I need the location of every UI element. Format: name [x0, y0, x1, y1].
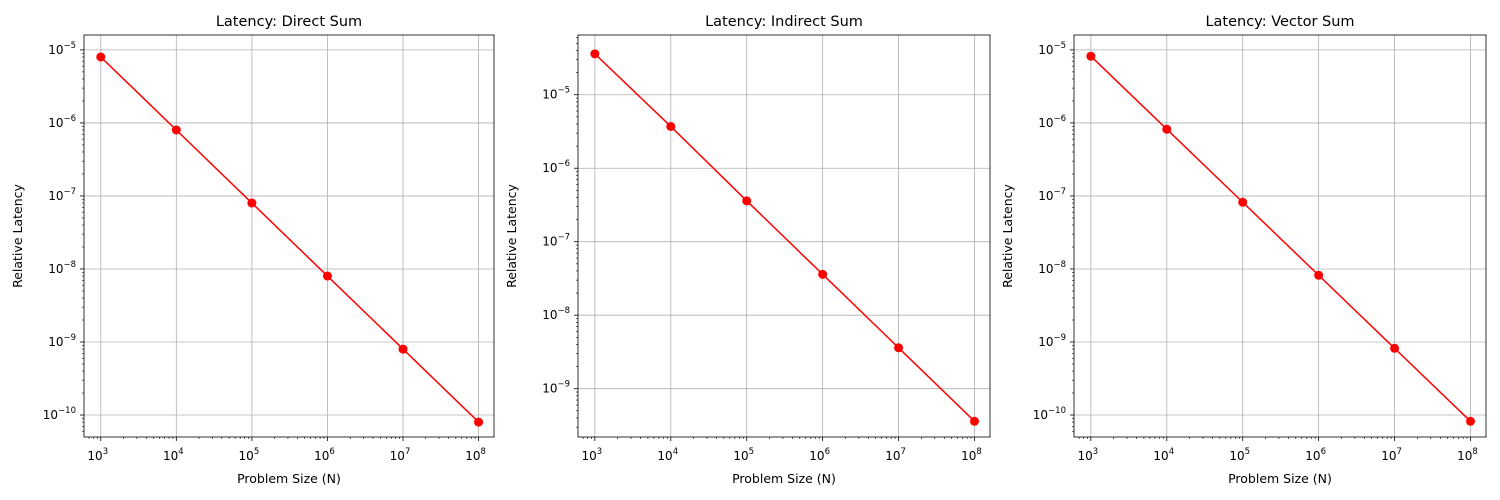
- x-axis-label: Problem Size (N): [237, 471, 341, 486]
- series-line: [1090, 55, 1472, 422]
- data-point: [666, 121, 676, 131]
- chart-title: Latency: Vector Sum: [1205, 14, 1354, 30]
- x-tick-label: 105: [1229, 447, 1250, 463]
- y-tick-label: 10−7: [1038, 187, 1066, 203]
- y-tick-label: 10−8: [48, 260, 76, 276]
- y-tick-label: 10−10: [43, 406, 76, 422]
- chart-panel-1: 103 104 105 106 107 108 10−10 10−9 10−8 10−7 10−6 1…: [10, 14, 495, 486]
- x-axis-label: Problem Size (N): [732, 471, 836, 486]
- chart-title: Latency: Indirect Sum: [705, 14, 863, 30]
- y-tick-label: 10−10: [1033, 406, 1066, 422]
- data-point: [1466, 416, 1476, 426]
- x-tick-label: 104: [1153, 447, 1174, 463]
- data-point: [1162, 124, 1172, 134]
- data-point: [1238, 197, 1248, 207]
- y-tick-label: 10−6: [48, 114, 76, 130]
- x-tick-label: 108: [961, 447, 982, 463]
- x-tick-label: 104: [163, 447, 184, 463]
- y-axis-label: Relative Latency: [1000, 184, 1015, 288]
- data-point: [1390, 343, 1400, 353]
- x-tick-label: 104: [657, 447, 678, 463]
- x-tick-label: 103: [87, 447, 108, 463]
- x-tick-label: 103: [581, 447, 602, 463]
- data-point: [894, 343, 904, 353]
- y-axis-label: Relative Latency: [10, 184, 25, 288]
- data-point: [322, 271, 332, 281]
- x-tick-label: 105: [733, 447, 754, 463]
- y-tick-label: 10−7: [48, 187, 76, 203]
- y-tick-label: 10−9: [542, 380, 570, 396]
- x-tick-label: 108: [465, 447, 486, 463]
- x-tick-label: 106: [809, 447, 830, 463]
- axes-frame: [577, 34, 991, 438]
- y-tick-label: 10−6: [1038, 114, 1066, 130]
- y-tick-label: 10−5: [542, 86, 570, 102]
- y-axis-label: Relative Latency: [504, 184, 519, 288]
- data-point: [398, 344, 408, 354]
- x-tick-label: 107: [390, 447, 411, 463]
- data-point: [247, 198, 257, 208]
- y-tick-label: 10−7: [542, 233, 570, 249]
- series-line: [100, 56, 480, 423]
- y-tick-label: 10−8: [1038, 260, 1066, 276]
- series-line: [594, 53, 976, 422]
- y-tick-label: 10−5: [48, 41, 76, 57]
- data-point: [970, 416, 980, 426]
- chart-panel-3: 103 104 105 106 107 108 10−10 10−9 10−8 10−7 10−6 1…: [1000, 14, 1487, 486]
- x-tick-label: 106: [1305, 447, 1326, 463]
- minor-ticks: [576, 37, 972, 439]
- x-tick-label: 105: [239, 447, 260, 463]
- data-point: [96, 52, 106, 62]
- chart-panel-2: 103 104 105 106 107 108 10−9 10−8 10−7 10−6 10−5 La…: [504, 14, 991, 486]
- y-tick-label: 10−8: [542, 306, 570, 322]
- chart-title: Latency: Direct Sum: [216, 14, 362, 30]
- minor-ticks: [82, 52, 476, 439]
- data-point: [742, 196, 752, 206]
- data-point: [1314, 270, 1324, 280]
- minor-ticks: [1072, 52, 1468, 439]
- x-axis-label: Problem Size (N): [1228, 471, 1332, 486]
- x-tick-label: 103: [1077, 447, 1098, 463]
- data-point: [818, 269, 828, 279]
- x-tick-label: 107: [885, 447, 906, 463]
- axes-frame: [83, 34, 495, 438]
- axes-frame: [1073, 34, 1487, 438]
- data-point: [1086, 51, 1096, 61]
- y-tick-label: 10−9: [1038, 333, 1066, 349]
- x-tick-label: 107: [1381, 447, 1402, 463]
- y-tick-label: 10−6: [542, 159, 570, 175]
- data-point: [171, 125, 181, 135]
- y-tick-label: 10−9: [48, 333, 76, 349]
- data-point: [474, 417, 484, 427]
- x-tick-label: 106: [314, 447, 335, 463]
- data-point: [590, 49, 600, 59]
- x-tick-label: 108: [1457, 447, 1478, 463]
- y-tick-label: 10−5: [1038, 41, 1066, 57]
